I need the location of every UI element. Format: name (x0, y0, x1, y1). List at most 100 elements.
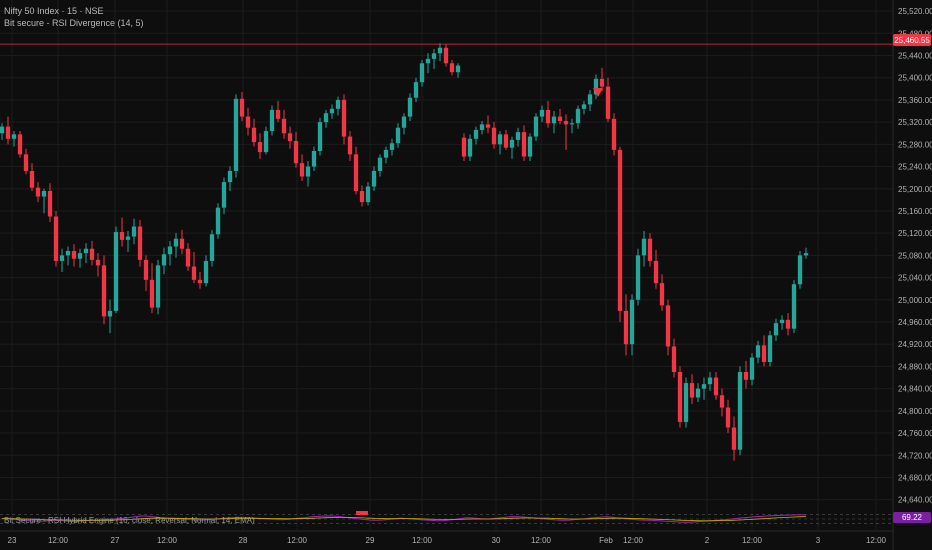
candle-body (467, 138, 473, 157)
candle (77, 248, 83, 268)
candle-body (437, 47, 443, 54)
candle-body (707, 377, 713, 385)
candle-body (701, 384, 707, 389)
candle-body (671, 346, 677, 372)
y-tick-label: 25,440.00 (898, 52, 932, 61)
price-axis[interactable]: 25,520.00 25,480.00 25,440.00 25,400.00 25,3… (898, 7, 932, 505)
candle-body (173, 238, 179, 247)
candle-body (527, 136, 533, 157)
candle (263, 126, 269, 155)
candle (437, 43, 443, 62)
candle (359, 185, 365, 207)
candle (791, 279, 797, 334)
candle (389, 138, 395, 156)
candle (635, 248, 641, 306)
candle (461, 133, 467, 162)
candle (221, 177, 227, 215)
x-tick-label: 28 (239, 536, 248, 545)
candle-body (203, 260, 209, 284)
candle (149, 263, 155, 314)
candle (485, 115, 491, 134)
candle-body (683, 383, 689, 422)
candle (347, 131, 353, 162)
candle-body (17, 134, 23, 155)
candle-body (623, 310, 629, 345)
candle (707, 371, 713, 391)
candle-body (755, 345, 761, 358)
candle (497, 131, 503, 155)
candle (5, 116, 11, 145)
candle-body (47, 190, 53, 217)
candle-body (383, 149, 389, 158)
y-tick-label: 24,880.00 (898, 362, 932, 371)
candle-body (359, 190, 365, 203)
candle-body (179, 238, 185, 249)
candle (425, 53, 431, 74)
candle (611, 113, 617, 156)
candle-body (449, 63, 455, 73)
x-tick-label: 27 (111, 536, 120, 545)
y-tick-label: 25,000.00 (898, 296, 932, 305)
candle-body (485, 124, 491, 128)
y-tick-label: 25,320.00 (898, 118, 932, 127)
x-tick-label: 29 (366, 536, 375, 545)
candle (95, 253, 101, 277)
candle (191, 252, 197, 284)
candle-body (743, 371, 749, 380)
candle (677, 366, 683, 428)
rsi-signal-line (2, 516, 807, 522)
candle-body (665, 305, 671, 347)
rsi-indicator-legend[interactable]: Bit Secure - RSI Hybrid Engine (16, clos… (4, 516, 255, 525)
indicator-legend[interactable]: Bit secure - RSI Divergence (14, 5) (4, 18, 144, 28)
candle-body (257, 142, 263, 153)
candle (569, 118, 575, 134)
candle (455, 63, 461, 78)
candle-body (371, 170, 377, 187)
candle (473, 126, 479, 145)
signals-layer (593, 88, 603, 97)
candle-body (473, 129, 479, 139)
candle-body (299, 163, 305, 177)
candle-body (551, 116, 557, 124)
candle-body (215, 207, 221, 235)
y-tick-label: 24,680.00 (898, 473, 932, 482)
candle (599, 67, 605, 92)
candle (419, 59, 425, 87)
candle (0, 123, 5, 140)
candle-body (275, 109, 281, 119)
y-tick-label: 25,080.00 (898, 251, 932, 260)
candle-body (515, 132, 521, 140)
candle (449, 59, 455, 76)
candle (215, 203, 221, 239)
candle (563, 114, 569, 150)
y-tick-label: 25,040.00 (898, 274, 932, 283)
candle-body (365, 186, 371, 203)
candle-body (491, 127, 497, 145)
candle (767, 330, 773, 367)
candle (161, 247, 167, 275)
candle (125, 230, 131, 253)
symbol-legend[interactable]: Nifty 50 Index · 15 · NSE (4, 6, 104, 16)
candle-body (749, 357, 755, 380)
candle-body (635, 255, 641, 300)
candles-layer (0, 43, 809, 461)
candle (545, 101, 551, 128)
candle (257, 133, 263, 159)
candle (581, 101, 587, 115)
candle (509, 136, 515, 159)
time-axis[interactable]: 23 12:00 27 12:00 28 12:00 29 12:00 30 12:00 Feb 12… (8, 536, 887, 545)
candle (575, 105, 581, 129)
candle-body (125, 236, 131, 240)
candle-body (605, 86, 611, 119)
candle (395, 123, 401, 148)
candle-body (293, 141, 299, 164)
candle (275, 101, 281, 123)
x-tick-label: 3 (816, 536, 821, 545)
candle-body (533, 116, 539, 137)
candle-body (389, 143, 395, 150)
y-tick-label: 24,960.00 (898, 318, 932, 327)
candle-body (53, 216, 59, 261)
candle (323, 109, 329, 128)
candle-body (221, 182, 227, 208)
